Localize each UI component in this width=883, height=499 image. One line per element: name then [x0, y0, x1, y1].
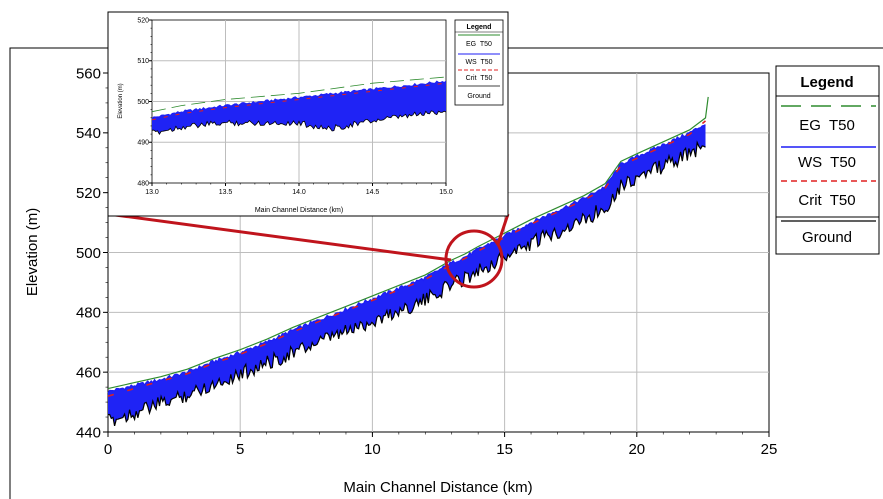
series-line-eg	[151, 76, 447, 113]
x-tick-label: 14.5	[366, 189, 380, 196]
y-tick-label: 460	[76, 364, 101, 381]
main-legend: Legend EG T50 WS T50 Crit T50 Ground	[775, 65, 880, 255]
inset-legend-label-ground: Ground	[467, 93, 490, 100]
zoom-callout	[107, 212, 510, 289]
callout-line-left	[107, 212, 452, 262]
y-tick-label: 490	[137, 140, 149, 147]
y-tick-label: 520	[76, 185, 101, 202]
x-tick-label: 14.0	[292, 189, 306, 196]
inset-legend-label-crit: Crit T50	[466, 75, 493, 82]
x-tick-label: 13.0	[145, 189, 159, 196]
series-line-crit	[107, 120, 707, 397]
x-tick-label: 25	[761, 441, 778, 458]
main-y-axis-label: Elevation (m)	[24, 208, 41, 296]
water-fill	[108, 124, 706, 426]
y-tick-label: 500	[137, 99, 149, 106]
y-tick-label: 480	[76, 305, 101, 322]
x-tick-label: 20	[628, 441, 645, 458]
x-tick-label: 10	[364, 441, 381, 458]
figure-frame	[9, 47, 883, 499]
series-line-ws	[151, 80, 447, 119]
inset-legend-box	[454, 19, 504, 106]
inset-chart: 13.0 13.5 14.0 14.5 15.0 480 490 500 510 520 Main…	[107, 11, 509, 217]
series-line-eg	[107, 96, 709, 390]
inset-legend-label-ws: WS T50	[465, 59, 492, 66]
x-tick-label: 15	[496, 441, 513, 458]
inset-x-axis-label: Main Channel Distance (km)	[255, 207, 343, 214]
main-x-axis-label: Main Channel Distance (km)	[343, 479, 532, 496]
series-line-crit	[151, 82, 447, 121]
x-tick-label: 13.5	[219, 189, 233, 196]
main-legend-box	[775, 65, 880, 255]
main-legend-title: Legend	[800, 74, 853, 91]
y-tick-label: 500	[76, 245, 101, 262]
inset-ticks: 13.0 13.5 14.0 14.5 15.0 480 490 500 510 520	[137, 17, 453, 196]
y-tick-label: 560	[76, 65, 101, 82]
series-line-ground	[151, 110, 447, 135]
inset-legend-label-eg: EG T50	[466, 41, 492, 48]
x-tick-label: 15.0	[439, 189, 453, 196]
legend-label-ws: WS T50	[798, 154, 856, 171]
callout-line-right	[496, 213, 510, 245]
inset-series	[151, 76, 447, 135]
zoom-circle	[444, 229, 504, 289]
legend-label-eg: EG T50	[799, 117, 855, 134]
inset-y-axis-label: Elevation (m)	[118, 83, 124, 118]
legend-label-ground: Ground	[802, 229, 852, 246]
series-line-ground	[107, 140, 706, 427]
y-tick-label: 510	[137, 58, 149, 65]
x-tick-label: 5	[236, 441, 244, 458]
x-tick-label: 0	[104, 441, 112, 458]
main-series	[107, 96, 709, 427]
main-ticks: 0 5 10 15 20 25 440 460 480 500 520 540 560	[76, 65, 777, 458]
y-tick-label: 440	[76, 424, 101, 441]
y-tick-label: 520	[137, 17, 149, 24]
water-fill	[152, 81, 446, 135]
y-tick-label: 540	[76, 125, 101, 142]
inset-legend-title: Legend	[467, 24, 492, 31]
legend-label-crit: Crit T50	[798, 192, 855, 209]
y-tick-label: 480	[137, 180, 149, 187]
inset-legend: Legend EG T50 WS T50 Crit T50 Ground	[454, 19, 504, 106]
series-line-ws	[107, 124, 706, 394]
